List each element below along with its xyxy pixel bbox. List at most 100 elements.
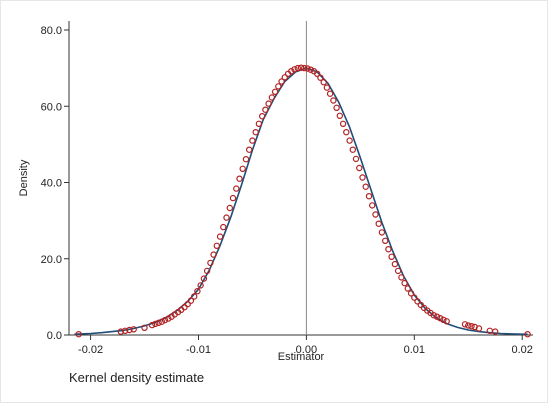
estimate-point (372, 211, 379, 218)
estimate-point (323, 84, 331, 91)
estimate-point (326, 90, 334, 97)
estimate-point (330, 97, 337, 104)
x-tick-label: 0.02 (511, 344, 532, 356)
estimate-point (239, 165, 246, 172)
estimate-point (468, 323, 475, 330)
estimate-point (75, 331, 82, 338)
estimate-point (236, 175, 243, 182)
estimate-point (265, 100, 272, 107)
estimate-point (375, 220, 382, 227)
estimate-point (130, 326, 137, 333)
estimate-point (492, 328, 499, 335)
estimate-point (117, 328, 125, 335)
estimate-point (197, 282, 204, 289)
estimate-point (165, 315, 172, 322)
estimate-point (141, 324, 148, 331)
estimate-point (194, 288, 201, 295)
estimate-point (155, 319, 162, 326)
estimate-point (152, 320, 159, 328)
estimate-point (281, 74, 288, 81)
estimate-point (440, 316, 447, 323)
estimate-point (475, 325, 483, 332)
estimate-point (461, 321, 469, 328)
estimate-point (249, 137, 256, 144)
estimate-point (203, 267, 211, 275)
estimate-point (339, 120, 347, 128)
estimate-point (359, 174, 366, 181)
estimate-point (314, 70, 321, 78)
estimate-point (291, 66, 298, 73)
estimate-point (271, 88, 279, 96)
estimate-point (343, 128, 350, 136)
estimate-point (278, 78, 285, 85)
x-ticks: -0.02 -0.01 0.00 0.01 0.02 (78, 335, 533, 356)
estimate-point (220, 223, 227, 231)
x-tick-label: -0.01 (186, 344, 211, 356)
estimate-point (210, 251, 217, 258)
x-tick-label: 0.00 (296, 344, 317, 356)
estimate-point (262, 106, 269, 113)
estimate-point (524, 331, 531, 338)
estimate-point (362, 183, 369, 190)
estimate-point (245, 146, 253, 153)
estimate-point (288, 67, 295, 75)
estimate-point (301, 64, 308, 72)
estimate-point (161, 316, 169, 324)
estimate-point (320, 78, 327, 86)
y-ticks: 0.0 20.0 40.0 60.0 80.0 (41, 25, 69, 342)
estimate-point (356, 164, 363, 172)
estimate-point (414, 298, 421, 305)
estimate-point (336, 112, 343, 120)
estimate-point (121, 327, 129, 334)
estimate-point (126, 326, 133, 334)
estimate-point (391, 260, 399, 268)
estimate-point (388, 253, 395, 260)
estimate-point (275, 83, 282, 90)
estimate-point (369, 202, 376, 209)
estimate-point (411, 294, 418, 301)
estimate-point (401, 279, 408, 287)
estimate-point (465, 322, 472, 329)
estimate-point (398, 274, 405, 281)
x-axis-title: Estimator (278, 351, 325, 363)
estimate-point (382, 237, 389, 244)
density-curve (74, 67, 528, 335)
estimate-point (268, 94, 276, 101)
y-tick-label: 60.0 (41, 101, 62, 113)
y-tick-label: 0.0 (47, 330, 62, 342)
estimate-point (233, 185, 240, 192)
estimate-point (216, 233, 224, 240)
estimate-point (304, 65, 311, 72)
chart-note: Kernel density estimate (69, 370, 204, 385)
estimate-point (297, 64, 305, 71)
estimate-point (394, 267, 402, 275)
estimate-point (407, 290, 415, 297)
y-tick-label: 40.0 (41, 178, 62, 190)
estimate-point (349, 146, 356, 153)
estimate-point (213, 242, 220, 249)
estimate-point (190, 293, 198, 300)
estimate-point (187, 297, 195, 304)
chart-axes (68, 21, 533, 336)
estimate-point (404, 285, 411, 292)
estimate-point (333, 104, 340, 112)
estimate-point (223, 214, 230, 221)
estimate-point (433, 313, 441, 320)
estimate-point (430, 312, 437, 319)
estimate-point (207, 259, 214, 267)
estimate-point (352, 155, 360, 163)
y-tick-label: 20.0 (41, 254, 62, 266)
estimate-point (259, 112, 266, 120)
estimate-point (317, 74, 324, 81)
estimate-points (75, 64, 531, 338)
estimate-point (252, 128, 259, 136)
estimate-point (158, 318, 165, 325)
estimate-point (255, 120, 263, 128)
estimate-point (307, 66, 314, 73)
estimate-point (148, 321, 156, 329)
estimate-point (242, 155, 250, 163)
estimate-point (229, 194, 237, 202)
estimate-point (378, 229, 386, 236)
estimate-point (346, 137, 353, 144)
